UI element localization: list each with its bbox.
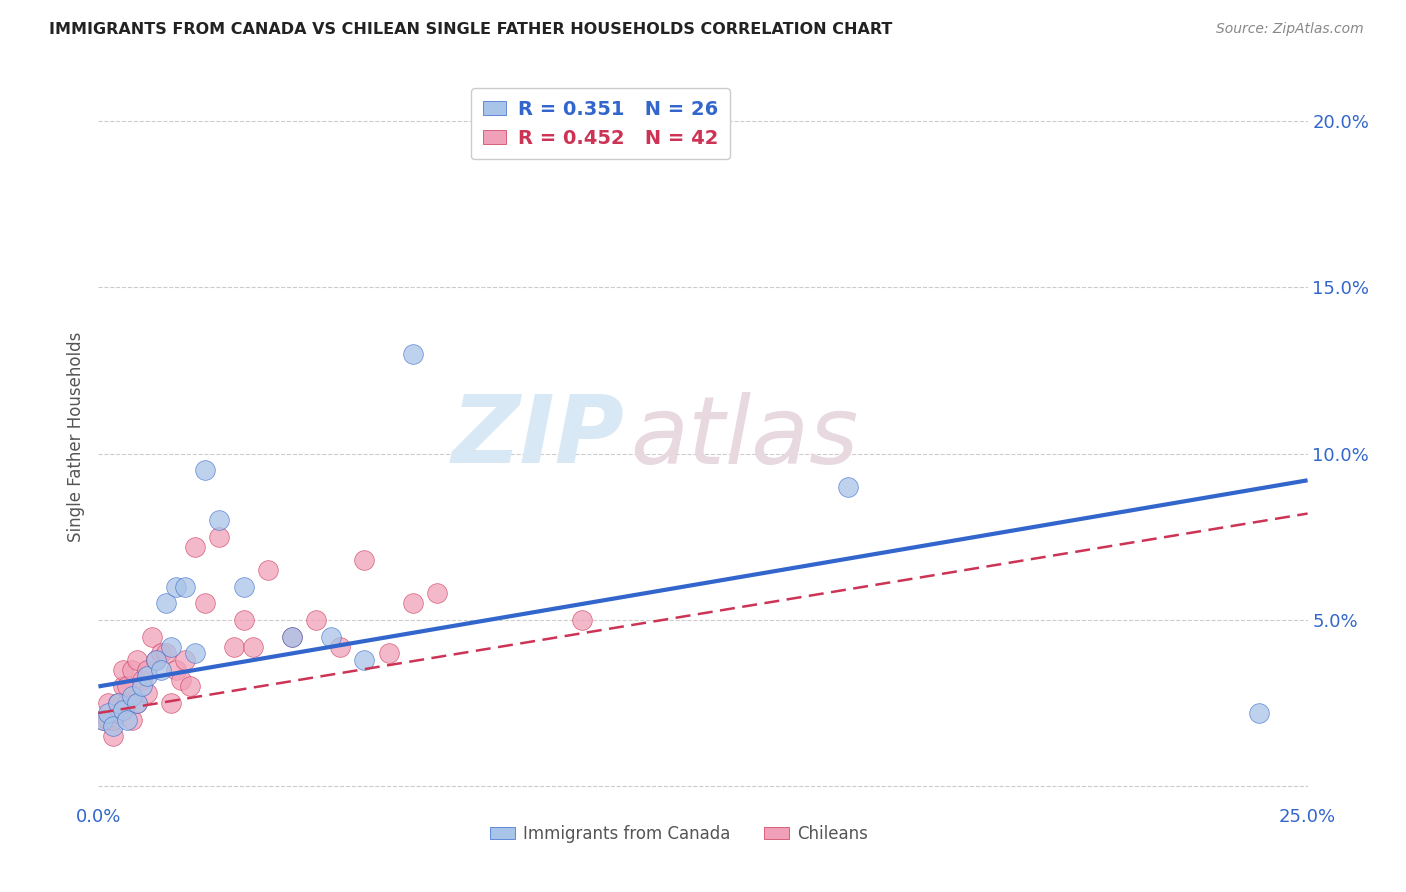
Point [127, 696, 149, 710]
Point [107, 706, 129, 720]
Text: IMMIGRANTS FROM CANADA VS CHILEAN SINGLE FATHER HOUSEHOLDS CORRELATION CHART: IMMIGRANTS FROM CANADA VS CHILEAN SINGLE… [49, 22, 893, 37]
Text: atlas: atlas [630, 392, 859, 483]
Point [111, 703, 134, 717]
Point [232, 613, 254, 627]
Point [184, 540, 207, 554]
Point [329, 640, 352, 654]
Point [256, 563, 278, 577]
Point [97, 706, 120, 720]
Point [194, 596, 217, 610]
Point [135, 686, 157, 700]
Point [141, 630, 163, 644]
Point [165, 580, 187, 594]
Point [402, 347, 425, 361]
Point [402, 596, 425, 610]
Point [377, 646, 399, 660]
Text: ZIP: ZIP [451, 391, 624, 483]
Point [101, 719, 124, 733]
Point [127, 653, 149, 667]
Point [117, 680, 139, 694]
Point [121, 690, 143, 704]
Point [281, 630, 304, 644]
Point [242, 640, 264, 654]
Point [97, 713, 120, 727]
Point [232, 580, 254, 594]
Point [169, 673, 191, 687]
Point [101, 713, 124, 727]
Point [208, 513, 231, 527]
Point [135, 663, 157, 677]
Point [107, 696, 129, 710]
Point [426, 586, 449, 600]
Point [353, 553, 375, 567]
Text: Source: ZipAtlas.com: Source: ZipAtlas.com [1216, 22, 1364, 37]
Point [165, 663, 187, 677]
Point [319, 630, 342, 644]
Point [184, 646, 207, 660]
Point [121, 663, 143, 677]
Point [97, 696, 120, 710]
Point [117, 713, 139, 727]
Point [571, 613, 593, 627]
Point [194, 463, 217, 477]
Point [160, 696, 183, 710]
Point [121, 713, 143, 727]
Point [155, 646, 177, 660]
Point [107, 696, 129, 710]
Point [111, 680, 134, 694]
Point [174, 653, 197, 667]
Y-axis label: Single Father Households: Single Father Households [66, 332, 84, 542]
Point [155, 596, 177, 610]
Point [135, 669, 157, 683]
Point [1249, 706, 1271, 720]
Point [145, 653, 167, 667]
Point [91, 713, 114, 727]
Point [131, 673, 153, 687]
Point [145, 653, 167, 667]
Point [160, 640, 183, 654]
Point [127, 696, 149, 710]
Point [305, 613, 328, 627]
Point [174, 580, 197, 594]
Point [91, 713, 114, 727]
Point [179, 680, 201, 694]
Point [281, 630, 304, 644]
Point [208, 530, 231, 544]
Legend: Immigrants from Canada, Chileans: Immigrants from Canada, Chileans [484, 818, 875, 849]
Point [150, 646, 173, 660]
Point [150, 663, 173, 677]
Point [131, 680, 153, 694]
Point [117, 696, 139, 710]
Point [353, 653, 375, 667]
Point [222, 640, 245, 654]
Point [101, 729, 124, 743]
Point [837, 480, 859, 494]
Point [111, 663, 134, 677]
